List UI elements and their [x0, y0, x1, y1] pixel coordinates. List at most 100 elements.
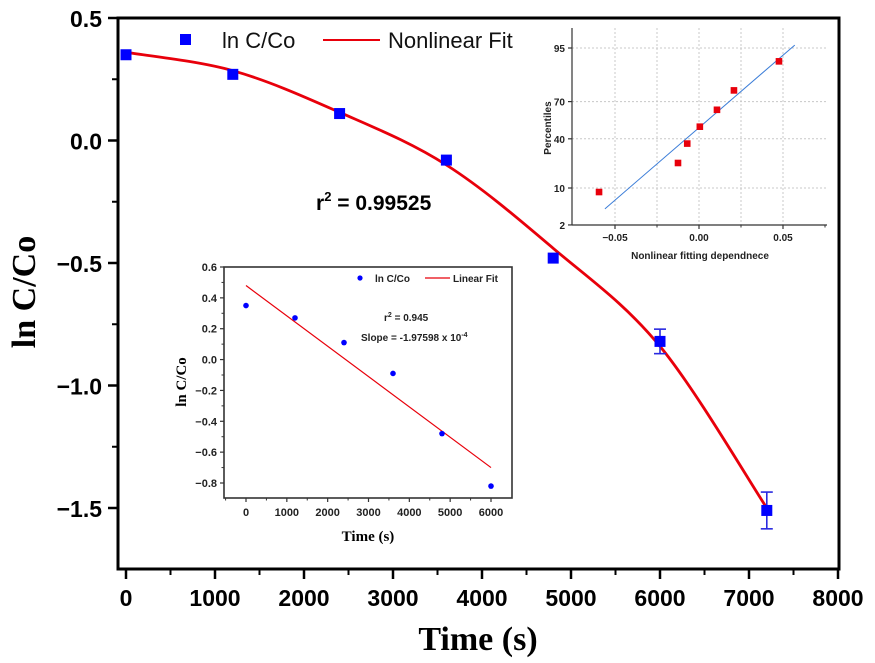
main-y-tick-label: −1.0	[57, 374, 102, 400]
inset-linear-x-tick-label: 1000	[275, 507, 299, 519]
inset-probability-y-tick-label: 70	[554, 98, 566, 109]
inset-linear-plot: 0 1000 2000 3000 4000 5000 6000 0.6 0.4 0.2 0.0 −0…	[168, 255, 518, 555]
inset-linear-fit-line	[245, 285, 492, 469]
inset-linear-data-point	[292, 315, 298, 321]
main-x-tick-label: 8000	[812, 585, 863, 611]
inset-probability-points-layer	[595, 58, 783, 196]
main-data-point	[334, 108, 346, 120]
main-x-tick-label: 2000	[278, 585, 329, 611]
inset-probability-y-tick-label: 2	[559, 221, 565, 232]
main-data-point	[761, 504, 773, 516]
inset-linear-y-tick-label: 0.2	[202, 324, 217, 336]
inset-linear-data-point	[390, 370, 396, 377]
inset-probability-data-point	[595, 188, 603, 196]
main-y-tick-label: 0.5	[70, 6, 102, 32]
inset-probability-y-axis-ticks: 2 10 40 70 95	[554, 44, 572, 232]
inset-linear-y-tick-label: −0.6	[195, 447, 217, 459]
inset-linear-x-axis-ticks: 0 1000 2000 3000 4000 5000 6000	[225, 498, 503, 519]
main-y-tick-label: −0.5	[57, 251, 103, 277]
main-x-tick-label: 0	[120, 585, 133, 611]
inset-linear-x-tick-label: 5000	[438, 507, 462, 519]
inset-linear-y-tick-label: −0.4	[195, 416, 218, 428]
inset-linear-data-point	[341, 339, 347, 346]
inset-probability-y-tick-label: 40	[554, 135, 566, 146]
legend-marker-ln-c-co	[180, 34, 191, 45]
inset-probability-x-axis-label: Nonlinear fitting dependnece	[631, 251, 769, 262]
inset-r2-base: r	[384, 313, 388, 324]
main-data-point	[120, 49, 132, 61]
inset-probability-x-tick-label: −0.05	[602, 233, 628, 244]
inset-linear-r2: r2 = 0.945	[384, 312, 429, 324]
main-x-tick-label: 1000	[189, 585, 240, 611]
main-r2-annotation: r2 = 0.99525	[316, 189, 432, 215]
inset-linear-y-tick-label: −0.8	[195, 478, 217, 490]
inset-linear-background	[168, 255, 518, 555]
main-x-tick-label: 3000	[367, 585, 418, 611]
inset-probability-data-point	[683, 140, 691, 147]
main-legend: ln C/Co Nonlinear Fit	[180, 28, 513, 53]
inset-probability-x-axis-ticks: −0.05 0.00 0.05	[602, 225, 826, 244]
inset-r2-sup: 2	[388, 312, 392, 319]
main-data-point	[440, 154, 452, 166]
main-x-tick-label: 5000	[545, 585, 596, 611]
inset-probability-y-axis-label: Percentiles	[543, 101, 554, 155]
inset-linear-x-tick-label: 2000	[315, 507, 339, 519]
legend-label-ln-c-co-inset: ln C/Co	[375, 274, 410, 285]
inset-linear-data-point	[488, 483, 494, 489]
legend-label-nonlinear-fit: Nonlinear Fit	[388, 28, 513, 53]
r2-sup: 2	[324, 189, 331, 204]
slope-exponent: -4	[461, 332, 467, 339]
inset-linear-y-tick-label: 0.6	[202, 262, 217, 274]
main-x-tick-label: 4000	[456, 585, 507, 611]
legend-label-ln-c-co: ln C/Co	[222, 28, 295, 53]
main-y-tick-label: 0.0	[70, 129, 102, 155]
inset-linear-slope: Slope = -1.97598 x 10-4	[361, 332, 468, 344]
main-x-tick-label: 7000	[723, 585, 774, 611]
inset-linear-x-tick-label: 6000	[479, 507, 503, 519]
main-x-axis-label: Time (s)	[418, 621, 537, 658]
inset-r2-value: = 0.945	[392, 313, 429, 324]
inset-probability-y-tick-label: 10	[554, 184, 566, 195]
inset-probability-data-point	[713, 106, 721, 114]
inset-linear-data-point	[243, 302, 249, 309]
r2-base: r	[316, 192, 324, 215]
main-y-axis-ticks: 0.5 0.0 −0.5 −1.0 −1.5	[57, 6, 118, 522]
inset-linear-y-axis-label: ln C/Co	[174, 357, 190, 407]
main-data-point	[227, 68, 239, 80]
inset-linear-y-tick-label: −0.2	[195, 385, 217, 397]
inset-linear-y-axis-ticks: 0.6 0.4 0.2 0.0 −0.2 −0.4 −0.6 −0.8	[195, 262, 224, 490]
inset-probability-x-tick-label: 0.00	[689, 233, 709, 244]
inset-probability-data-point	[674, 159, 682, 167]
inset-probability-data-point	[696, 123, 704, 130]
inset-linear-y-tick-label: 0.0	[202, 355, 217, 367]
r2-value: = 0.99525	[331, 192, 431, 215]
main-data-point	[654, 335, 666, 347]
legend-marker-ln-c-co-inset	[357, 275, 363, 281]
main-y-tick-label: −1.5	[57, 496, 103, 522]
inset-probability-x-tick-label: 0.05	[773, 233, 793, 244]
inset-linear-points-layer	[243, 302, 494, 489]
legend-label-linear-fit: Linear Fit	[453, 274, 499, 285]
main-plot: 0 1000 2000 3000 4000 5000 6000 7000 8000 0.5 0.0…	[6, 6, 864, 658]
inset-probability-data-point	[775, 58, 783, 65]
inset-probability-data-point	[730, 87, 738, 94]
main-x-tick-label: 6000	[634, 585, 685, 611]
slope-base: Slope = -1.97598 x 10	[361, 333, 462, 344]
inset-probability-plot: −0.05 0.00 0.05 2 10 40 70 95 Nonlinear fittin…	[543, 28, 827, 262]
main-y-axis-label: ln C/Co	[6, 236, 43, 348]
inset-linear-x-tick-label: 0	[243, 507, 249, 519]
inset-linear-y-tick-label: 0.4	[202, 293, 218, 305]
inset-linear-legend: ln C/Co Linear Fit	[357, 274, 499, 285]
inset-probability-y-tick-label: 95	[554, 44, 566, 55]
inset-linear-x-axis-label: Time (s)	[342, 529, 395, 545]
main-points-layer	[120, 49, 773, 530]
inset-linear-data-point	[439, 430, 445, 437]
inset-linear-fit-layer	[245, 285, 492, 469]
main-plot-frame	[116, 16, 841, 571]
main-data-point	[547, 252, 559, 264]
main-x-axis-ticks: 0 1000 2000 3000 4000 5000 6000 7000 8000	[120, 569, 864, 611]
inset-linear-x-tick-label: 4000	[397, 507, 421, 519]
inset-linear-x-tick-label: 3000	[356, 507, 380, 519]
inset-probability-gridlines	[572, 28, 827, 225]
